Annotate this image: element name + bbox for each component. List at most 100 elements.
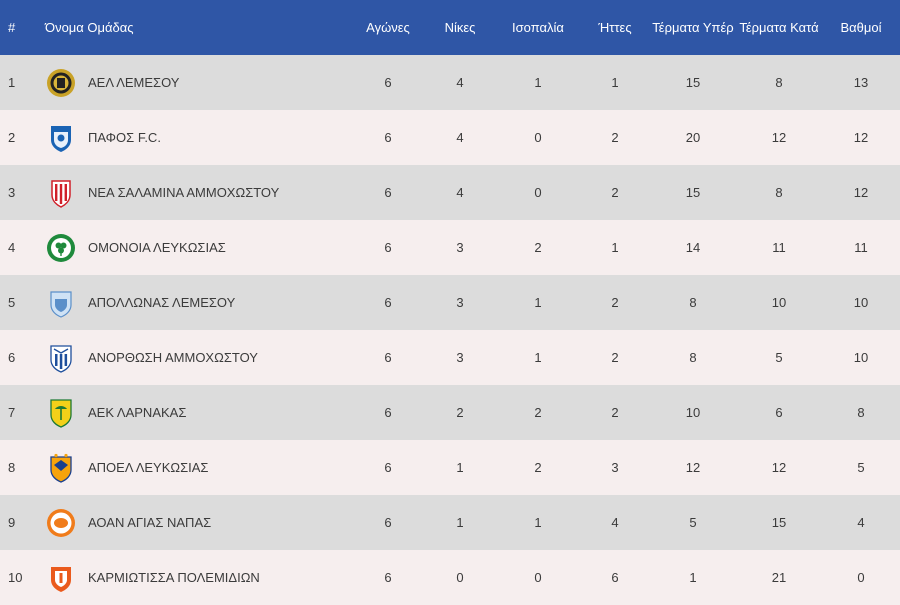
team-name[interactable]: ΝΕΑ ΣΑΛΑΜΙΝΑ ΑΜΜΟΧΩΣΤΟΥ <box>88 185 280 200</box>
rank-cell: 5 <box>8 295 16 310</box>
rank-cell: 6 <box>8 350 16 365</box>
col-header-draws[interactable]: Ισοπαλία <box>512 20 564 35</box>
wins-cell: 1 <box>456 515 464 530</box>
team-cell[interactable]: ΑΠΟΛΛΩΝΑΣ ΛΕΜΕΣΟΥ <box>30 288 352 318</box>
col-header-losses[interactable]: Ήττες <box>598 20 632 35</box>
losses-cell: 2 <box>611 295 619 310</box>
goals-against-cell: 11 <box>772 240 786 255</box>
table-header: # Όνομα Ομάδας Αγώνες Νίκες Ισοπαλία Ήττ… <box>0 0 900 55</box>
goals-against-cell: 6 <box>775 405 783 420</box>
goals-against-cell: 8 <box>775 185 783 200</box>
losses-cell: 4 <box>611 515 619 530</box>
table-row[interactable]: 4 ΟΜΟΝΟΙΑ ΛΕΥΚΩΣΙΑΣ 6 3 2 1 14 11 11 <box>0 220 900 275</box>
goals-for-cell: 5 <box>689 515 697 530</box>
goals-for-cell: 1 <box>689 570 697 585</box>
points-cell: 8 <box>857 405 865 420</box>
played-cell: 6 <box>384 460 392 475</box>
wins-cell: 3 <box>456 350 464 365</box>
wins-cell: 2 <box>456 405 464 420</box>
anorthosis-logo <box>46 343 76 373</box>
rank-cell: 3 <box>8 185 16 200</box>
table-row[interactable]: 9 ΑΟΑΝ ΑΓΙΑΣ ΝΑΠΑΣ 6 1 1 4 5 15 4 <box>0 495 900 550</box>
draws-cell: 1 <box>534 515 542 530</box>
team-cell[interactable]: ΑΠΟΕΛ ΛΕΥΚΩΣΙΑΣ <box>30 453 352 483</box>
draws-cell: 0 <box>534 570 542 585</box>
goals-against-cell: 12 <box>771 460 787 475</box>
played-cell: 6 <box>384 75 392 90</box>
goals-against-cell: 5 <box>775 350 783 365</box>
played-cell: 6 <box>384 570 392 585</box>
team-name[interactable]: ΚΑΡΜΙΩΤΙΣΣΑ ΠΟΛΕΜΙΔΙΩΝ <box>88 570 260 585</box>
goals-against-cell: 21 <box>771 570 787 585</box>
played-cell: 6 <box>384 515 392 530</box>
points-cell: 10 <box>853 295 869 310</box>
draws-cell: 1 <box>534 295 542 310</box>
col-header-rank[interactable]: # <box>8 20 16 35</box>
goals-for-cell: 20 <box>685 130 701 145</box>
wins-cell: 3 <box>456 295 464 310</box>
team-name[interactable]: ΟΜΟΝΟΙΑ ΛΕΥΚΩΣΙΑΣ <box>88 240 226 255</box>
rank-cell: 9 <box>8 515 16 530</box>
col-header-goals-against[interactable]: Τέρματα Κατά <box>739 20 819 35</box>
table-row[interactable]: 7 ΑΕΚ ΛΑΡΝΑΚΑΣ 6 2 2 2 10 6 8 <box>0 385 900 440</box>
team-name[interactable]: ΑΕΛ ΛΕΜΕΣΟΥ <box>88 75 180 90</box>
col-header-goals-for[interactable]: Τέρματα Υπέρ <box>652 20 734 35</box>
draws-cell: 2 <box>534 460 542 475</box>
pafos-fc-logo <box>46 123 76 153</box>
losses-cell: 3 <box>611 460 619 475</box>
played-cell: 6 <box>384 405 392 420</box>
draws-cell: 1 <box>534 350 542 365</box>
losses-cell: 2 <box>611 350 619 365</box>
team-cell[interactable]: ΠΑΦΟΣ F.C. <box>30 123 352 153</box>
losses-cell: 2 <box>611 130 619 145</box>
losses-cell: 1 <box>611 75 619 90</box>
table-row[interactable]: 6 ΑΝΟΡΘΩΣΗ ΑΜΜΟΧΩΣΤΟΥ 6 3 1 2 8 5 10 <box>0 330 900 385</box>
team-cell[interactable]: ΝΕΑ ΣΑΛΑΜΙΝΑ ΑΜΜΟΧΩΣΤΟΥ <box>30 178 352 208</box>
goals-for-cell: 8 <box>689 350 697 365</box>
nea-salamina-logo <box>46 178 76 208</box>
table-row[interactable]: 1 ΑΕΛ ΛΕΜΕΣΟΥ 6 4 1 1 15 8 13 <box>0 55 900 110</box>
col-header-wins[interactable]: Νίκες <box>444 20 476 35</box>
wins-cell: 3 <box>456 240 464 255</box>
table-row[interactable]: 2 ΠΑΦΟΣ F.C. 6 4 0 2 20 12 12 <box>0 110 900 165</box>
apoel-logo <box>46 453 76 483</box>
table-row[interactable]: 10 ΚΑΡΜΙΩΤΙΣΣΑ ΠΟΛΕΜΙΔΙΩΝ 6 0 0 6 1 21 0 <box>0 550 900 605</box>
played-cell: 6 <box>384 350 392 365</box>
draws-cell: 2 <box>534 405 542 420</box>
rank-cell: 8 <box>8 460 16 475</box>
team-name[interactable]: ΑΠΟΛΛΩΝΑΣ ΛΕΜΕΣΟΥ <box>88 295 236 310</box>
team-name[interactable]: ΑΟΑΝ ΑΓΙΑΣ ΝΑΠΑΣ <box>88 515 212 530</box>
omonoia-logo <box>46 233 76 263</box>
draws-cell: 0 <box>534 185 542 200</box>
aoan-agia-napa-logo <box>46 508 76 538</box>
table-row[interactable]: 5 ΑΠΟΛΛΩΝΑΣ ΛΕΜΕΣΟΥ 6 3 1 2 8 10 10 <box>0 275 900 330</box>
table-row[interactable]: 3 ΝΕΑ ΣΑΛΑΜΙΝΑ ΑΜΜΟΧΩΣΤΟΥ 6 4 0 2 15 8 12 <box>0 165 900 220</box>
team-cell[interactable]: ΑΕΚ ΛΑΡΝΑΚΑΣ <box>30 398 352 428</box>
team-name[interactable]: ΑΝΟΡΘΩΣΗ ΑΜΜΟΧΩΣΤΟΥ <box>88 350 258 365</box>
goals-for-cell: 14 <box>685 240 701 255</box>
col-header-played[interactable]: Αγώνες <box>366 20 410 35</box>
wins-cell: 4 <box>456 185 464 200</box>
team-cell[interactable]: ΟΜΟΝΟΙΑ ΛΕΥΚΩΣΙΑΣ <box>30 233 352 263</box>
rank-cell: 2 <box>8 130 16 145</box>
table-row[interactable]: 8 ΑΠΟΕΛ ΛΕΥΚΩΣΙΑΣ 6 1 2 3 12 12 5 <box>0 440 900 495</box>
team-name[interactable]: ΠΑΦΟΣ F.C. <box>88 130 161 145</box>
points-cell: 11 <box>854 240 868 255</box>
goals-against-cell: 12 <box>771 130 787 145</box>
draws-cell: 0 <box>534 130 542 145</box>
team-cell[interactable]: ΑΟΑΝ ΑΓΙΑΣ ΝΑΠΑΣ <box>30 508 352 538</box>
team-cell[interactable]: ΑΝΟΡΘΩΣΗ ΑΜΜΟΧΩΣΤΟΥ <box>30 343 352 373</box>
team-cell[interactable]: ΚΑΡΜΙΩΤΙΣΣΑ ΠΟΛΕΜΙΔΙΩΝ <box>30 563 352 593</box>
team-cell[interactable]: ΑΕΛ ΛΕΜΕΣΟΥ <box>30 68 352 98</box>
team-name[interactable]: ΑΠΟΕΛ ΛΕΥΚΩΣΙΑΣ <box>88 460 209 475</box>
wins-cell: 0 <box>456 570 464 585</box>
table-body: 1 ΑΕΛ ΛΕΜΕΣΟΥ 6 4 1 1 15 8 13 2 ΠΑΦΟΣ F.C. 6 4 0 2 20 12… <box>0 55 900 605</box>
col-header-team[interactable]: Όνομα Ομάδας <box>45 20 134 35</box>
wins-cell: 4 <box>456 75 464 90</box>
goals-for-cell: 8 <box>689 295 697 310</box>
goals-for-cell: 10 <box>685 405 701 420</box>
team-name[interactable]: ΑΕΚ ΛΑΡΝΑΚΑΣ <box>88 405 187 420</box>
wins-cell: 4 <box>456 130 464 145</box>
col-header-points[interactable]: Βαθμοί <box>840 20 882 35</box>
